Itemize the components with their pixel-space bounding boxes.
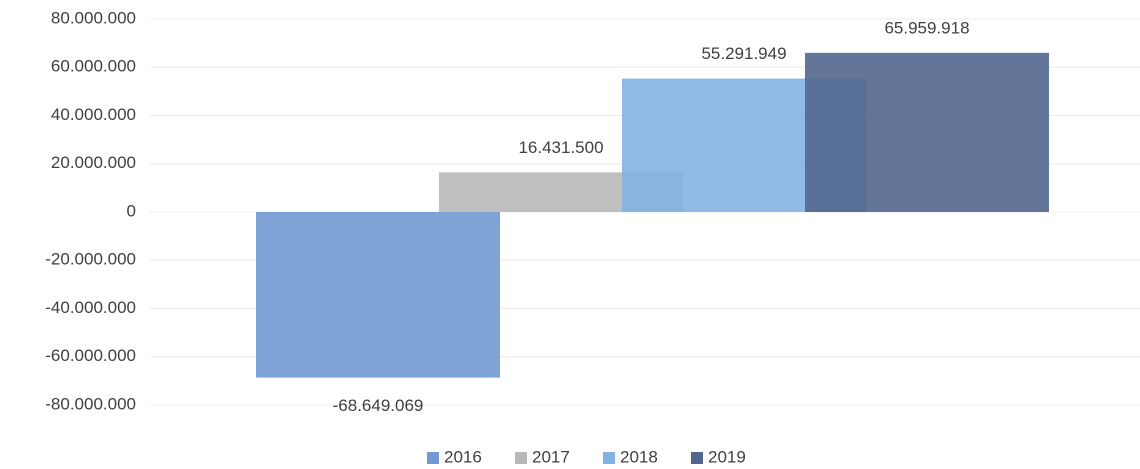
bar: [805, 52, 1049, 212]
data-label: -68.649.069: [333, 396, 424, 415]
y-tick-label: 60.000.000: [51, 57, 136, 76]
y-tick-label: -60.000.000: [45, 346, 136, 365]
legend-label: 2016: [444, 447, 482, 466]
legend-swatch: [691, 452, 703, 464]
y-tick-label: -80.000.000: [45, 394, 136, 413]
legend-swatch: [515, 452, 527, 464]
legend-label: 2018: [620, 447, 658, 466]
y-tick-label: -40.000.000: [45, 298, 136, 317]
y-tick-label: 0: [127, 201, 136, 220]
y-tick-label: 80.000.000: [51, 8, 136, 27]
y-tick-label: -20.000.000: [45, 250, 136, 269]
y-tick-label: 40.000.000: [51, 105, 136, 124]
legend-label: 2019: [708, 447, 746, 466]
data-label: 16.431.500: [518, 138, 603, 157]
legend-label: 2017: [532, 447, 570, 466]
legend-swatch: [427, 452, 439, 464]
data-label: 55.291.949: [701, 44, 786, 63]
legend-swatch: [603, 452, 615, 464]
data-label: 65.959.918: [884, 18, 969, 37]
bar: [256, 212, 500, 378]
y-tick-label: 20.000.000: [51, 153, 136, 172]
